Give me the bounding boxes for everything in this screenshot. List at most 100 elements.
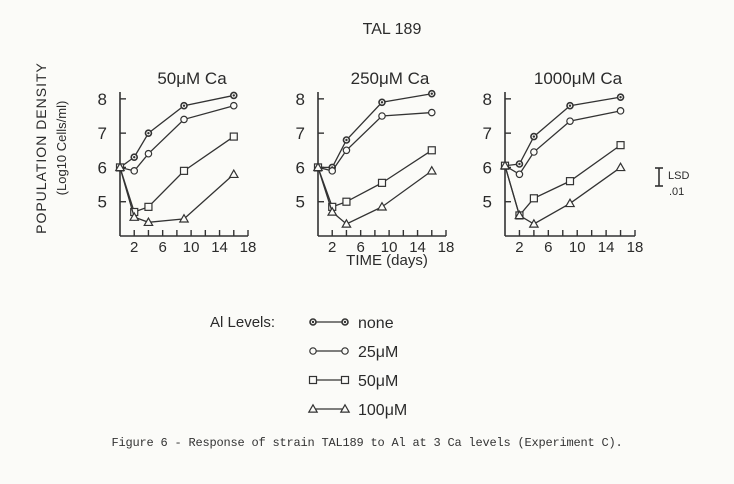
y-tick-label: 5 (483, 193, 492, 212)
x-tick-label: 2 (328, 239, 336, 256)
y-tick-label: 7 (296, 124, 305, 143)
y-tick-label: 8 (483, 90, 492, 109)
data-point-series-4 (564, 198, 576, 208)
data-point-series-2 (144, 149, 153, 158)
data-point-series-3 (616, 141, 625, 150)
y-tick-label: 6 (483, 158, 492, 177)
x-tick-label: 2 (515, 239, 523, 256)
y-tick-label: 8 (296, 90, 305, 109)
data-point-series-1-center (568, 104, 572, 107)
chart-panel-2: 5 6 7 8 2 6 10 14 18 250μM Ca (296, 69, 455, 256)
series-line-3 (317, 149, 433, 208)
y-axis-title: POPULATION DENSITY (33, 62, 49, 234)
legend-marker-right-center (343, 320, 347, 324)
x-tick-label: 10 (381, 239, 398, 256)
data-point-series-1-center (532, 135, 536, 138)
x-tick-label: 18 (438, 239, 455, 256)
chart-panel-1: 5 6 7 8 2 6 10 14 18 50μM Ca (98, 69, 257, 256)
data-point-series-3 (179, 166, 189, 175)
data-point-series-3 (144, 202, 153, 211)
legend-label: 100μM (358, 402, 407, 419)
x-tick-label: 18 (240, 239, 257, 256)
legend-item: 25μM (309, 344, 398, 361)
legend-item: none (309, 315, 394, 332)
legend-item: 100μM (307, 402, 407, 419)
legend-item: 50μM (308, 373, 398, 390)
data-point-series-1-center (518, 162, 521, 166)
lsd-bar: LSD .01 (655, 167, 689, 198)
legend-marker-right (341, 347, 349, 355)
x-tick-label: 18 (627, 239, 644, 256)
data-point-series-2 (566, 117, 574, 125)
data-point-series-4 (228, 168, 240, 179)
data-point-series-4 (615, 162, 626, 172)
panel-title: 1000μM Ca (534, 69, 623, 88)
x-tick-label: 14 (598, 239, 615, 256)
x-tick-label: 14 (211, 239, 228, 256)
x-tick-label: 6 (544, 239, 552, 256)
data-point-series-2 (328, 167, 337, 175)
data-point-series-4 (514, 210, 525, 220)
data-point-series-4 (499, 160, 511, 170)
series-line-1 (504, 96, 621, 167)
chart-panel-3: 5 6 7 8 2 6 10 14 18 1000μM Ca (483, 69, 644, 256)
data-point-series-2 (180, 115, 188, 124)
figure-title: TAL 189 (363, 21, 422, 38)
x-axis-title: TIME (days) (346, 252, 428, 269)
y-tick-label: 8 (98, 90, 107, 109)
data-point-series-1-center (619, 95, 622, 99)
data-point-series-3 (342, 197, 351, 206)
data-point-series-4 (128, 211, 140, 221)
x-tick-label: 6 (158, 239, 166, 256)
legend-title: Al Levels: (210, 314, 275, 331)
data-point-series-2 (427, 108, 436, 117)
panel-title: 50μM Ca (157, 69, 227, 88)
data-point-series-4 (326, 206, 338, 216)
x-tick-label: 14 (409, 239, 426, 256)
data-point-series-3 (529, 194, 538, 203)
legend-marker-left (307, 403, 319, 413)
x-tick-label: 10 (183, 239, 200, 256)
legend-marker-left (309, 347, 317, 355)
data-point-series-2 (229, 101, 238, 110)
data-point-series-2 (342, 146, 351, 155)
data-point-series-2 (616, 107, 625, 115)
data-point-series-1-center (345, 138, 348, 142)
lsd-label-bottom: .01 (669, 186, 684, 198)
data-point-series-4 (114, 162, 126, 172)
data-point-series-1-center (380, 101, 384, 104)
data-point-series-3 (229, 132, 238, 141)
lsd-label-top: LSD (668, 170, 689, 182)
data-point-series-2 (515, 170, 524, 179)
data-point-series-4 (426, 165, 438, 175)
y-axis-subtitle: (Log10 Cells/ml) (54, 101, 69, 196)
data-point-series-4 (528, 218, 540, 228)
legend-label: 25μM (358, 344, 398, 361)
figure-caption: Figure 6 - Response of strain TAL189 to … (111, 436, 623, 450)
y-tick-label: 6 (296, 158, 305, 177)
series-line-3 (119, 136, 235, 213)
x-tick-label: 2 (130, 239, 138, 256)
data-point-series-1-center (147, 131, 150, 135)
x-tick-label: 6 (356, 239, 364, 256)
data-point-series-2 (530, 148, 538, 156)
series-line-1 (318, 93, 432, 169)
y-tick-label: 7 (483, 124, 492, 143)
legend-marker-left (308, 375, 318, 385)
data-point-series-3 (377, 178, 387, 187)
legend: Al Levels: none 25μM 50μM 100μM (210, 314, 407, 419)
data-point-series-1-center (430, 92, 433, 95)
legend-label: 50μM (358, 373, 398, 390)
panel-title: 250μM Ca (351, 69, 430, 88)
data-point-series-2 (378, 112, 386, 120)
data-point-series-1-center (182, 104, 186, 107)
data-point-series-2 (130, 167, 139, 175)
legend-marker-right (340, 375, 350, 385)
series-line-2 (119, 105, 234, 172)
y-tick-label: 7 (98, 124, 107, 143)
data-point-series-4 (178, 213, 190, 223)
data-point-series-1-center (133, 155, 136, 159)
y-tick-label: 6 (98, 158, 107, 177)
data-point-series-4 (312, 162, 324, 172)
